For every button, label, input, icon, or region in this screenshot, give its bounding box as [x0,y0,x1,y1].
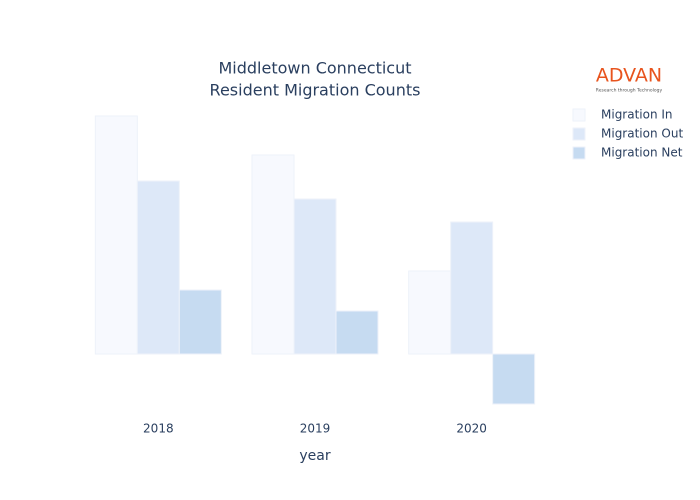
legend-label: Migration In [601,108,673,122]
bar [178,289,222,355]
bar [335,310,379,355]
bar [492,353,536,405]
legend-swatch [572,108,586,122]
logo-text: ADVAN [596,65,662,87]
bar [251,154,295,355]
legend-label: Migration Out [601,127,683,141]
bar [408,270,452,355]
chart-title: Middletown Connecticut [218,59,411,78]
bar [450,221,494,355]
chart-title: Resident Migration Counts [210,81,421,100]
legend-swatch [572,146,586,160]
x-axis-title: year [299,448,330,464]
x-tick-label: 2018 [143,422,174,436]
x-tick-label: 2020 [456,422,487,436]
legend-label: Migration Net [601,146,683,160]
legend-swatch [572,127,586,141]
x-tick-label: 2019 [300,422,331,436]
bar [293,198,337,355]
bar [136,180,180,355]
bar [94,115,138,355]
logo-tagline: Research through Technology [596,88,663,94]
